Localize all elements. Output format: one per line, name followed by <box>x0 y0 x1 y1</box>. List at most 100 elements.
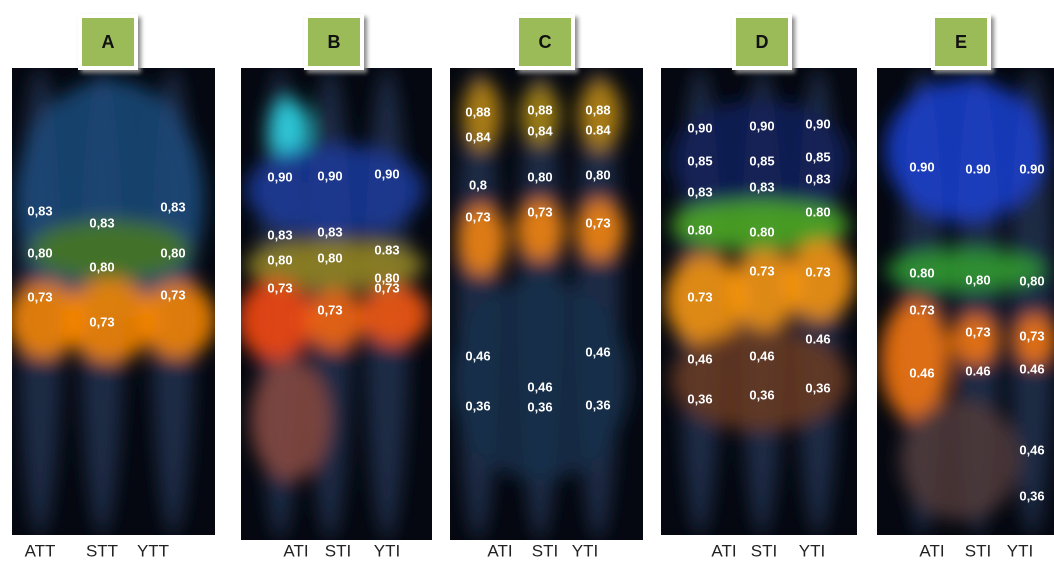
rf-label: 0,73 <box>267 280 292 295</box>
lane-label: YTI <box>374 541 400 560</box>
rf-label: 0.83 <box>374 242 399 257</box>
rf-label: 0.80 <box>805 204 830 219</box>
rf-label: 0,88 <box>585 102 610 117</box>
rf-label: 0,80 <box>1019 273 1044 288</box>
spot-glow <box>245 145 425 235</box>
panel-title: C <box>539 32 552 52</box>
spot-glow <box>880 300 950 420</box>
lane-label: ATI <box>283 541 308 560</box>
rf-label: 0,73 <box>1019 328 1044 343</box>
lane-label: ATI <box>919 541 944 560</box>
lane-label: YTI <box>572 541 598 560</box>
rf-label: 0,80 <box>317 250 342 265</box>
rf-label: 0,80 <box>160 245 185 260</box>
rf-label: 0.90 <box>1019 161 1044 176</box>
spot-glow <box>885 80 1045 220</box>
rf-label: 0,73 <box>89 314 114 329</box>
rf-label: 0,84 <box>465 129 491 144</box>
rf-label: 0.73 <box>909 302 934 317</box>
rf-label: 0,36 <box>805 380 830 395</box>
tlc-figure: A ATT STT YTT 0,83 0,80 0,73 0,83 0,80 0,73 0,83 0,… <box>0 0 1054 562</box>
rf-label: 0,83 <box>89 215 114 230</box>
rf-label: 0,88 <box>465 104 490 119</box>
rf-label: 0.73 <box>749 263 774 278</box>
panel-title: E <box>955 32 967 52</box>
rf-label: 0,36 <box>749 387 774 402</box>
rf-label: 0,80 <box>527 169 552 184</box>
panel-title: D <box>756 32 769 52</box>
spot-glow <box>305 290 365 350</box>
rf-label: 0.73 <box>687 289 712 304</box>
lane-label: STI <box>751 541 777 560</box>
rf-label: 0.90 <box>965 161 990 176</box>
rf-label: 0,73 <box>160 287 185 302</box>
rf-label: 0,46 <box>527 379 552 394</box>
rf-label: 0,85 <box>749 153 774 168</box>
rf-label: 0,80 <box>267 252 292 267</box>
lane-label: ATI <box>487 541 512 560</box>
rf-label: 0.84 <box>585 122 611 137</box>
lane-label: ATT <box>25 541 56 560</box>
tlc-panel: E ATI STI YTI 0.90 0.80 0.73 0.46 0.90 0,80 0,73 0.… <box>877 16 1054 560</box>
rf-label: 0.73 <box>805 264 830 279</box>
rf-label: 0,83 <box>687 184 712 199</box>
rf-label: 0,85 <box>805 149 830 164</box>
rf-label: 0,90 <box>687 120 712 135</box>
lane-label: STI <box>532 541 558 560</box>
rf-label: 0,84 <box>527 123 553 138</box>
lane-label: STT <box>86 541 118 560</box>
rf-label: 0.80 <box>749 224 774 239</box>
rf-label: 0,83 <box>805 171 830 186</box>
spot-glow <box>900 400 1020 520</box>
rf-label: 0,73 <box>317 302 342 317</box>
rf-label: 0,73 <box>374 280 399 295</box>
rf-label: 0,8 <box>469 177 487 192</box>
rf-label: 0,80 <box>585 167 610 182</box>
lane-label: STI <box>965 541 991 560</box>
rf-label: 0,73 <box>527 204 552 219</box>
rf-label: 0,73 <box>965 324 990 339</box>
panel-title: B <box>328 32 341 52</box>
plate-spots <box>880 68 1054 535</box>
lane-label: YTI <box>799 541 825 560</box>
spot-glow <box>785 240 855 320</box>
rf-label: 0.46 <box>909 365 934 380</box>
rf-label: 0,88 <box>527 102 552 117</box>
tlc-panel: D ATI STI YTI 0,90 0,85 0,83 0.80 0.73 0,46 0,36 0,… <box>661 16 857 560</box>
rf-label: 0,73 <box>27 289 52 304</box>
rf-label: 0.80 <box>909 265 934 280</box>
rf-label: 0.80 <box>687 222 712 237</box>
rf-label: 0,46 <box>585 344 610 359</box>
panel-title: A <box>102 32 115 52</box>
lane-label: YTI <box>1007 541 1033 560</box>
rf-label: 0,73 <box>465 209 490 224</box>
rf-label: 0,83 <box>749 179 774 194</box>
lane-label: ATI <box>711 541 736 560</box>
rf-label: 0,83 <box>160 199 185 214</box>
spot-glow <box>250 360 330 480</box>
rf-label: 0,83 <box>267 227 292 242</box>
rf-label: 0,90 <box>317 168 342 183</box>
rf-label: 0,80 <box>89 259 114 274</box>
rf-label: 0,80 <box>27 245 52 260</box>
lane-label: STI <box>325 541 351 560</box>
rf-label: 0.90 <box>909 159 934 174</box>
rf-label: 0,90 <box>749 118 774 133</box>
rf-label: 0,83 <box>317 224 342 239</box>
rf-label: 0,36 <box>465 398 490 413</box>
rf-label: 0,90 <box>805 116 830 131</box>
rf-label: 0,46 <box>749 348 774 363</box>
rf-label: 0.46 <box>1019 361 1044 376</box>
rf-label: 0,73 <box>585 215 610 230</box>
rf-label: 0,36 <box>1019 488 1044 503</box>
rf-label: 0,83 <box>27 203 52 218</box>
rf-label: 0,36 <box>585 397 610 412</box>
rf-label: 0,46 <box>465 348 490 363</box>
tlc-panel: A ATT STT YTT 0,83 0,80 0,73 0,83 0,80 0,73 0,83 0,… <box>7 16 216 560</box>
spot-glow <box>950 315 1000 365</box>
rf-label: 0.46 <box>965 363 990 378</box>
rf-label: 0,46 <box>687 351 712 366</box>
lane-label: YTT <box>137 541 169 560</box>
rf-label: 0,36 <box>527 399 552 414</box>
